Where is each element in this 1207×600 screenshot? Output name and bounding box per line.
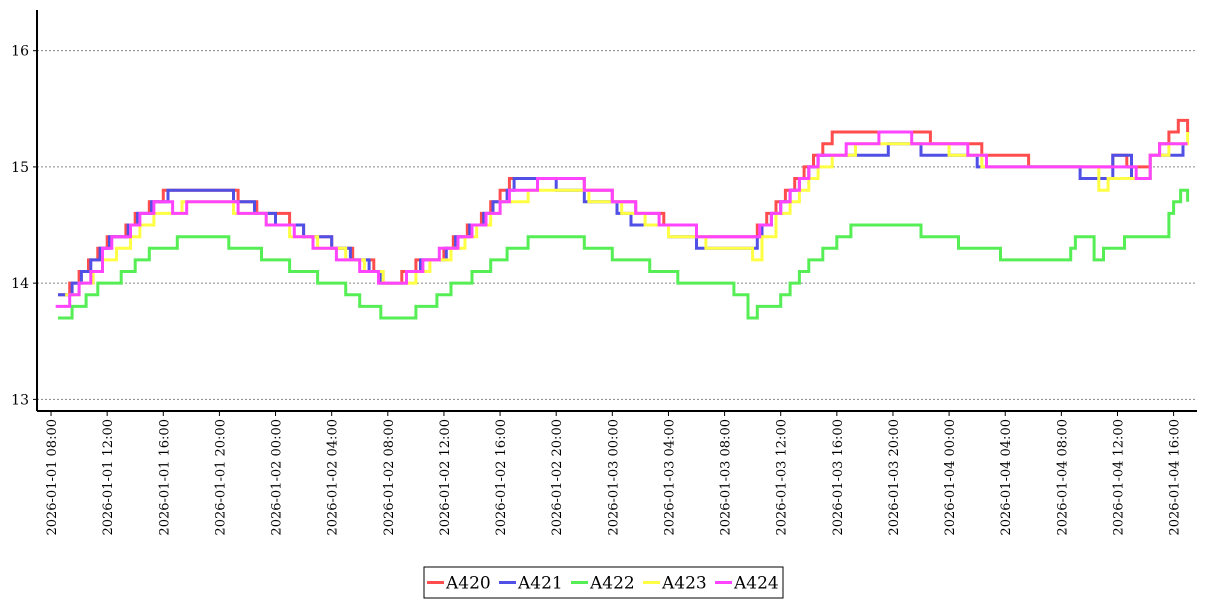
x-tick-label: 2026-01-02 16:00 (494, 419, 509, 536)
legend-label-a424: A424 (733, 574, 779, 594)
series-line-a422 (58, 188, 1190, 320)
x-tick-label: 2026-01-02 20:00 (550, 419, 565, 536)
x-tick-label: 2026-01-04 04:00 (999, 419, 1014, 536)
y-tick-label: 16 (11, 44, 29, 60)
x-tick-label: 2026-01-04 16:00 (1168, 419, 1183, 536)
x-tick-label: 2026-01-02 04:00 (326, 419, 341, 536)
legend-label-a421: A421 (517, 574, 563, 594)
legend: A420 A421 A422 A423 A424 (423, 566, 784, 599)
axes (36, 10, 1197, 412)
x-tick-label: 2026-01-01 12:00 (101, 419, 116, 536)
x-tick-label: 2026-01-04 00:00 (943, 419, 958, 536)
x-tick-label: 2026-01-01 20:00 (213, 419, 228, 536)
x-tick-label: 2026-01-01 08:00 (45, 419, 60, 536)
x-tick-label: 2026-01-03 04:00 (662, 419, 677, 536)
gridlines (33, 50, 1197, 400)
x-tick-label: 2026-01-03 16:00 (831, 419, 846, 536)
x-tick-label: 2026-01-02 12:00 (438, 419, 453, 536)
x-tick-label: 2026-01-02 08:00 (382, 419, 397, 536)
y-tick-label: 14 (11, 276, 29, 292)
x-tick-label: 2026-01-02 00:00 (270, 419, 285, 536)
x-tick-label: 2026-01-04 12:00 (1111, 419, 1126, 536)
legend-label-a422: A422 (589, 574, 635, 594)
x-tick-label: 2026-01-01 16:00 (157, 419, 172, 536)
y-tick-labels: 13 14 15 16 (11, 44, 29, 409)
x-tick-label: 2026-01-03 12:00 (775, 419, 790, 536)
series-line-a424 (55, 130, 1188, 308)
y-tick-label: 15 (11, 160, 29, 176)
y-tick-label: 13 (11, 392, 29, 408)
x-tick-label: 2026-01-04 08:00 (1055, 419, 1070, 536)
legend-label-a420: A420 (445, 574, 491, 594)
x-tick-label: 2026-01-03 08:00 (719, 419, 734, 536)
x-tick-label: 2026-01-03 20:00 (887, 419, 902, 536)
series-lines (55, 118, 1190, 320)
x-tick-labels: 2026-01-01 08:00 2026-01-01 12:00 2026-01-… (45, 411, 1183, 536)
legend-label-a423: A423 (661, 574, 707, 594)
x-tick-label: 2026-01-03 00:00 (606, 419, 621, 536)
